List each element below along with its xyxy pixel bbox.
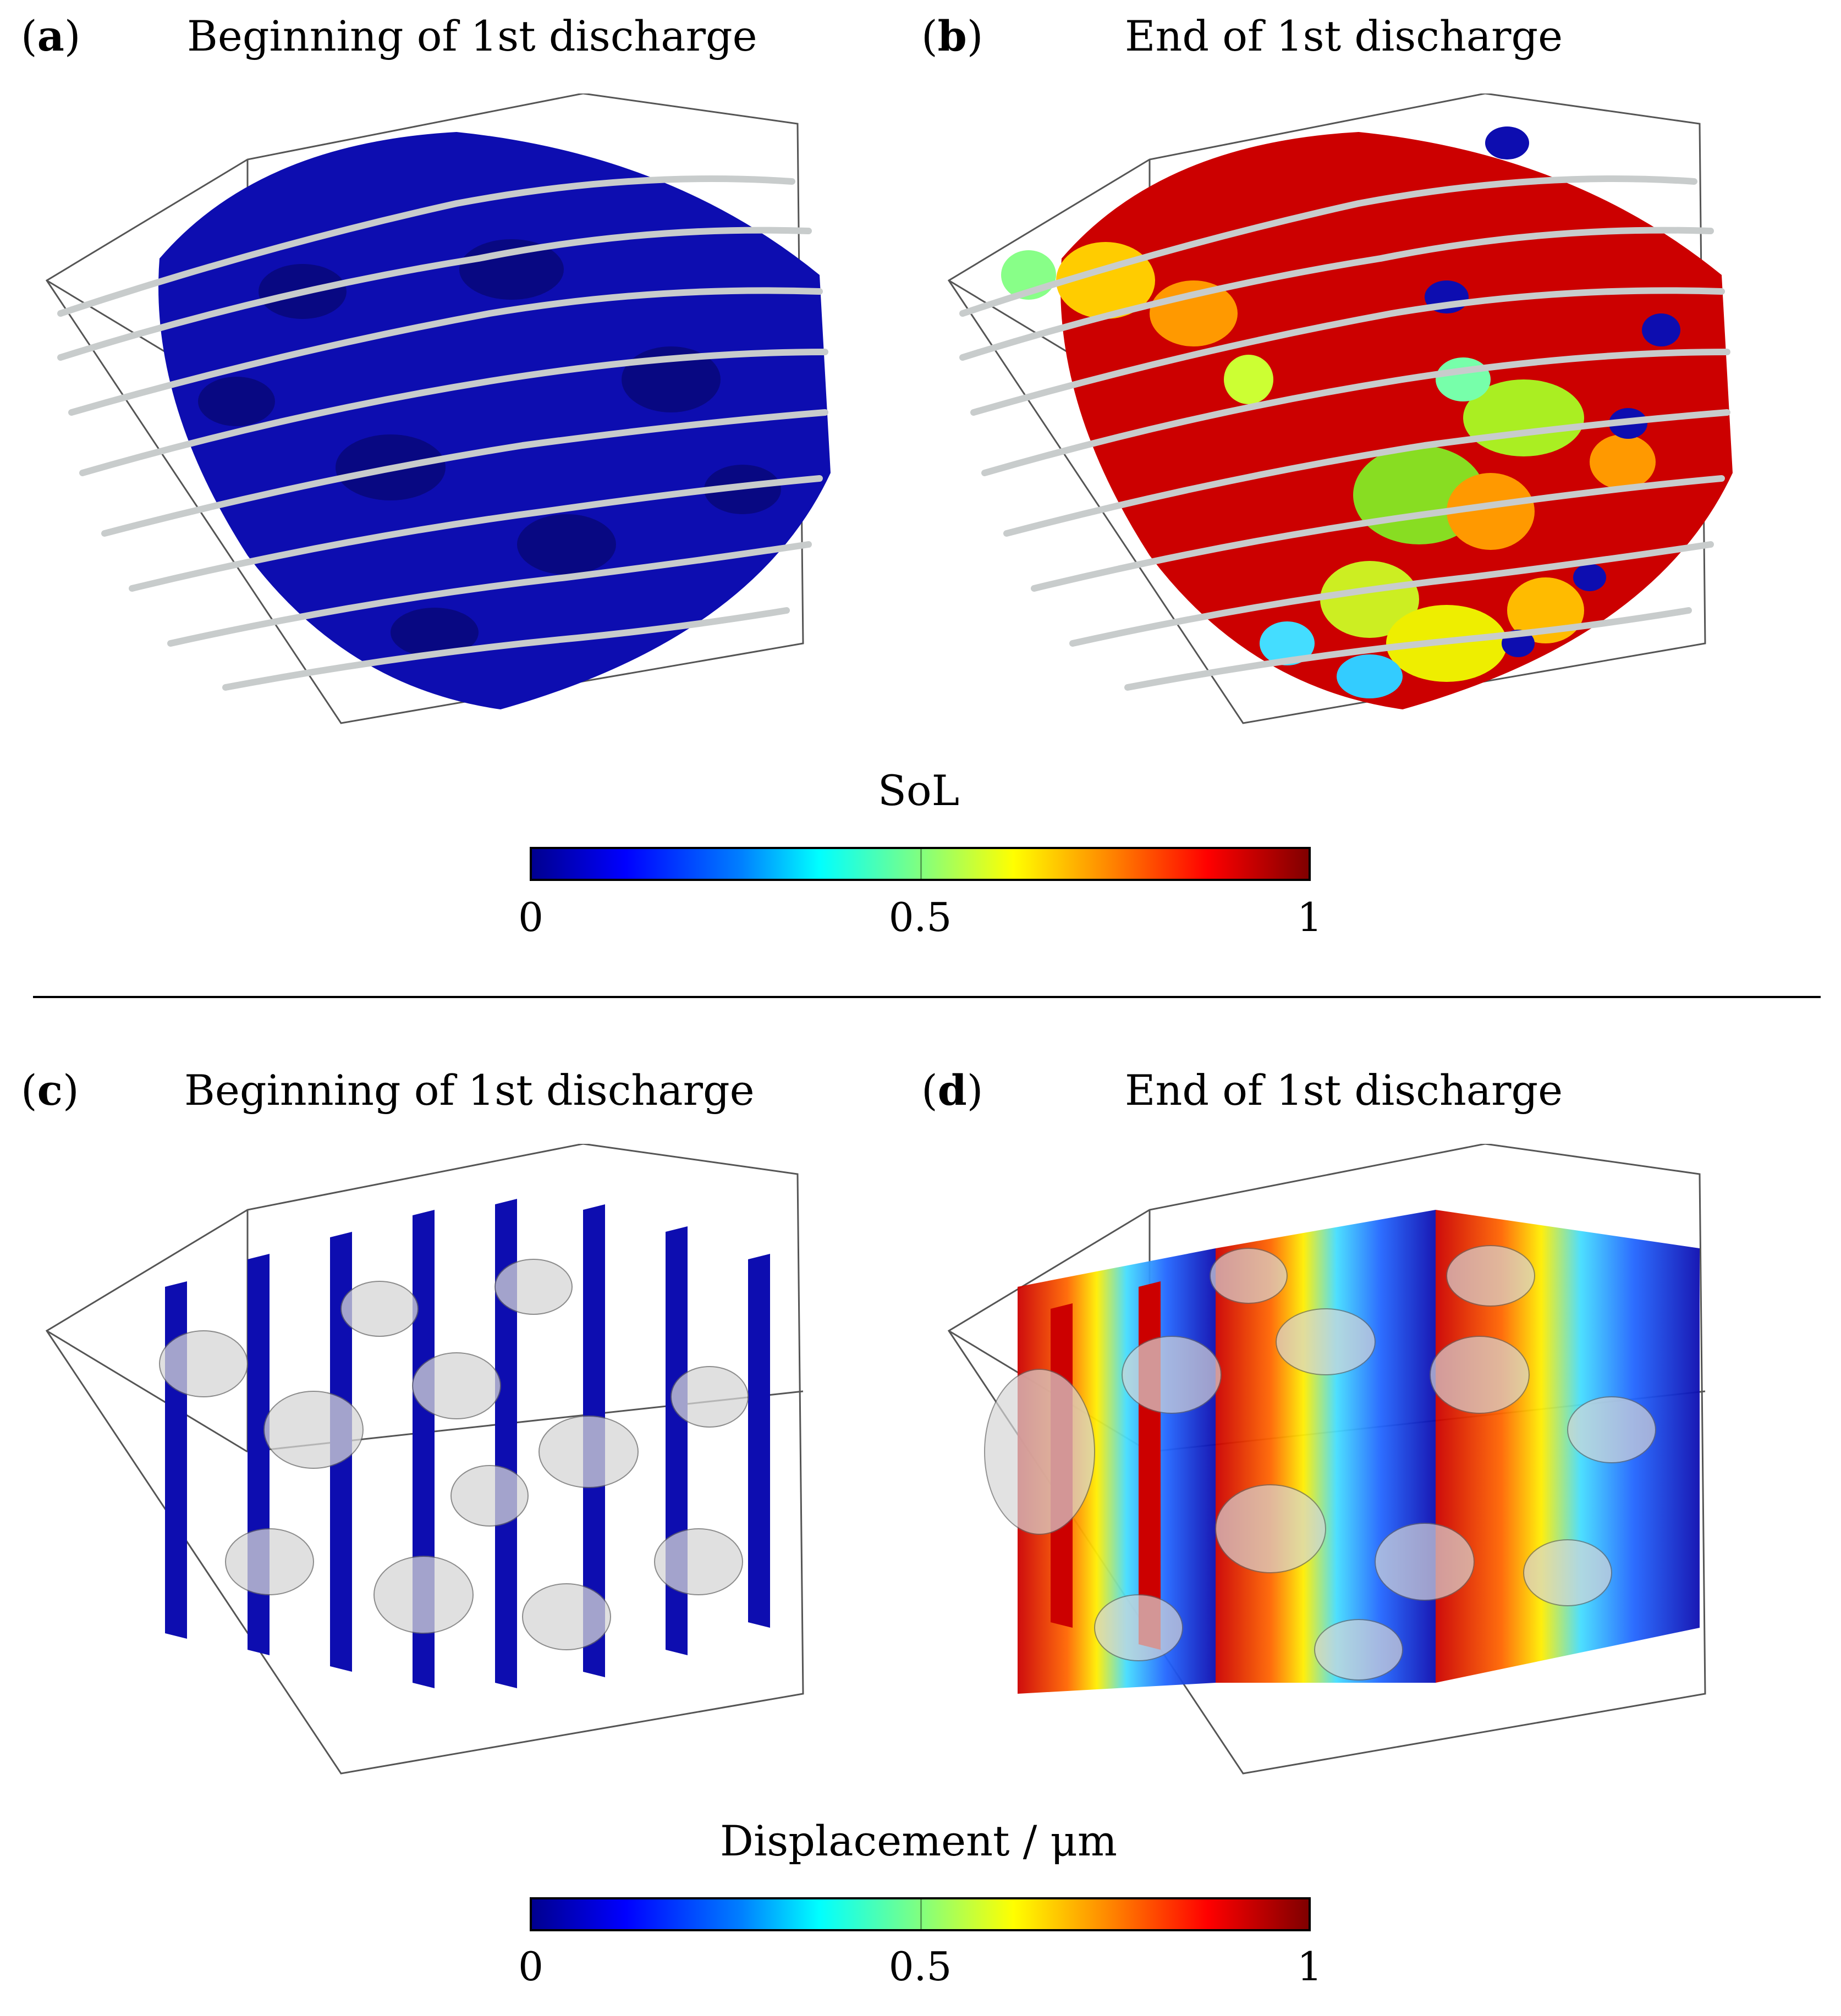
sol-tick-max: 1: [1297, 894, 1322, 940]
panel-a-label: (a): [21, 12, 81, 60]
disp-colorbar: [530, 1897, 1311, 1931]
disp-colorbar-title: Displacement / μm: [720, 1816, 1117, 1865]
panel-b-label: (b): [921, 12, 983, 60]
panel-d-label: (d): [921, 1066, 983, 1115]
panel-b-title: End of 1st discharge: [1125, 12, 1563, 60]
panel-d-title: End of 1st discharge: [1125, 1066, 1563, 1115]
sol-tick-mid: 0.5: [888, 894, 952, 940]
panel-c-label: (c): [21, 1066, 79, 1115]
disp-tick-max: 1: [1297, 1943, 1322, 1990]
sol-colorbar-title: SoL: [877, 766, 960, 815]
panel-a-title: Beginning of 1st discharge: [187, 12, 757, 60]
section-divider: [33, 996, 1821, 998]
panel-b-render: [947, 93, 1733, 724]
sol-tick-min: 0: [518, 894, 543, 940]
sol-colorbar: [530, 847, 1311, 881]
disp-tick-min: 0: [518, 1943, 543, 1990]
panel-d-render: [947, 1144, 1706, 1775]
disp-tick-mid: 0.5: [888, 1943, 952, 1990]
panel-a-render: [45, 93, 831, 724]
panel-c-render: [45, 1144, 804, 1775]
panel-c-title: Beginning of 1st discharge: [184, 1066, 755, 1115]
